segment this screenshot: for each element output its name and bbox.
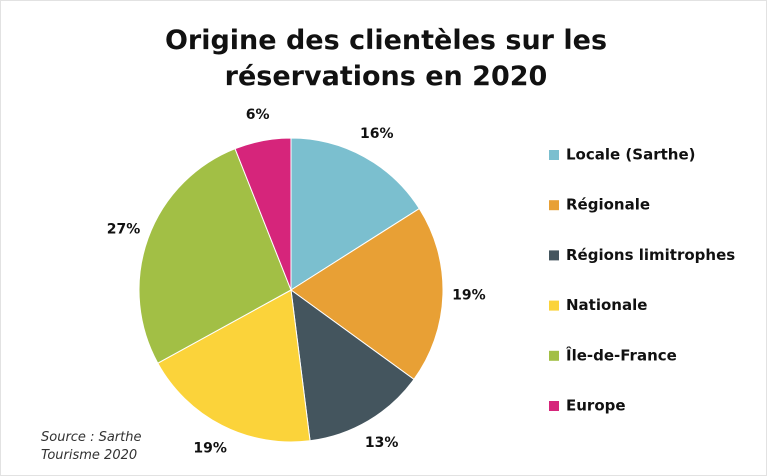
data-label: 19% xyxy=(193,441,227,457)
legend-swatch xyxy=(549,300,559,311)
legend-label: Régions limitrophes xyxy=(566,246,735,264)
data-label: 19% xyxy=(452,288,486,304)
pie-slice xyxy=(290,288,415,442)
legend-swatch xyxy=(549,250,559,261)
chart-title: Origine des clientèles sur les réservati… xyxy=(164,25,608,92)
legend-swatch xyxy=(549,150,559,160)
legend-label: Locale (Sarthe) xyxy=(566,146,695,164)
pie-slice xyxy=(290,207,444,381)
pie-slice xyxy=(138,148,292,364)
legend-swatch xyxy=(549,350,559,361)
legend-label: Régionale xyxy=(566,196,650,214)
legend-label: Europe xyxy=(566,397,626,415)
data-label: 16% xyxy=(360,126,394,142)
pie-slice xyxy=(234,137,292,291)
source-note: Source : Sarthe Tourisme 2020 xyxy=(41,430,142,463)
legend-swatch xyxy=(549,401,559,411)
legend-swatch xyxy=(549,200,559,211)
pie-slice xyxy=(157,289,311,443)
data-label: 6% xyxy=(246,107,270,123)
data-label: 27% xyxy=(107,222,141,238)
data-label: 13% xyxy=(365,435,399,451)
legend-label: Île-de-France xyxy=(566,345,677,364)
pie-slice xyxy=(290,137,421,291)
legend-label: Nationale xyxy=(566,296,647,314)
